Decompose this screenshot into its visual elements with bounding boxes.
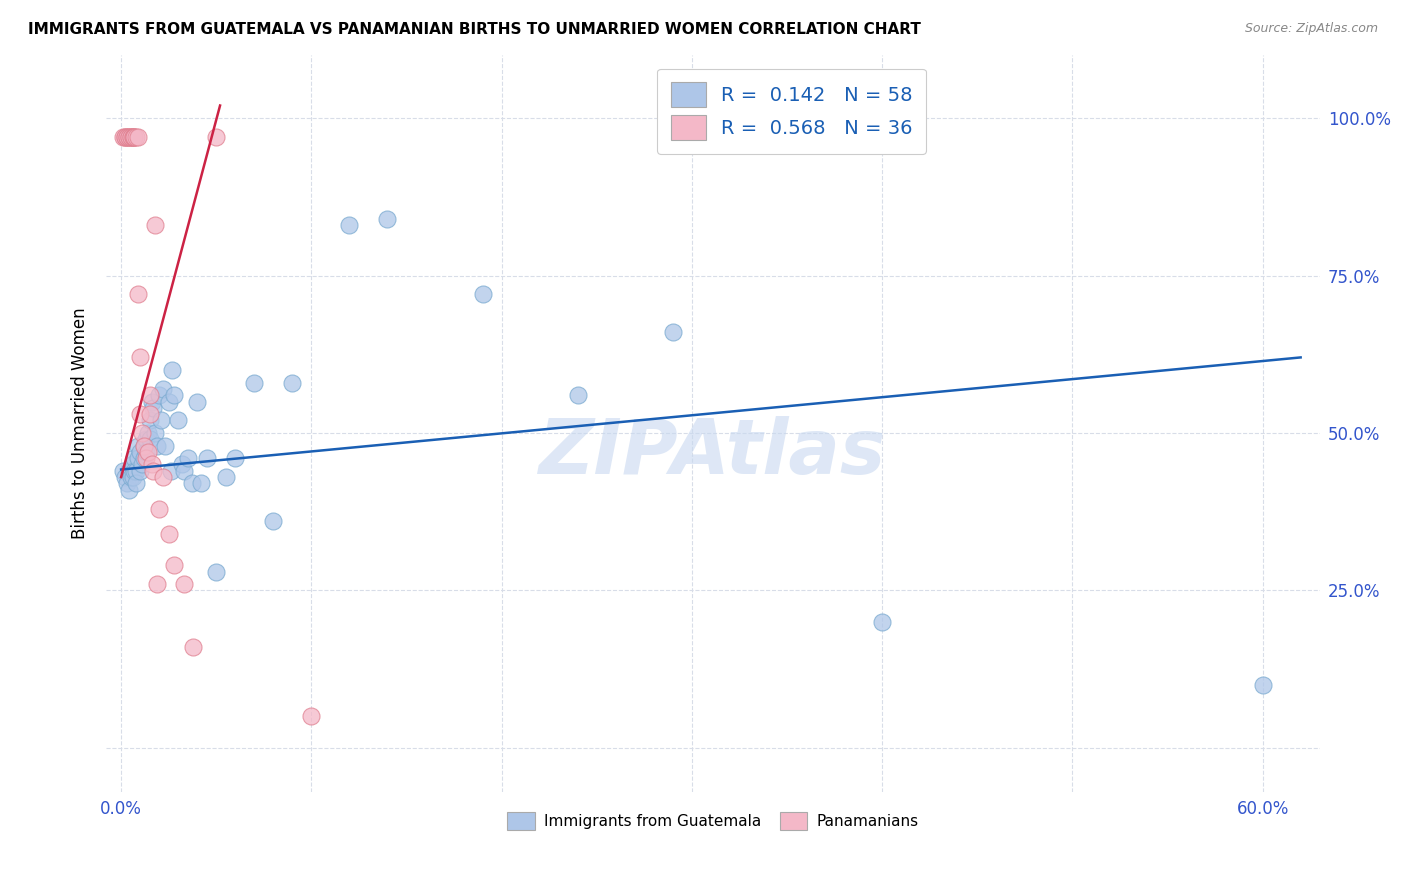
Point — [114, 470, 136, 484]
Point — [148, 501, 170, 516]
Point — [157, 394, 180, 409]
Point — [138, 413, 160, 427]
Point — [138, 432, 160, 446]
Point — [129, 407, 152, 421]
Point — [135, 451, 157, 466]
Point — [243, 376, 266, 390]
Point — [129, 464, 152, 478]
Point — [141, 394, 163, 409]
Point — [125, 130, 148, 145]
Point — [180, 476, 202, 491]
Point — [120, 130, 142, 145]
Point — [138, 407, 160, 421]
Point — [157, 526, 180, 541]
Point — [141, 458, 163, 472]
Y-axis label: Births to Unmarried Women: Births to Unmarried Women — [72, 308, 89, 540]
Point — [148, 388, 170, 402]
Point — [118, 464, 141, 478]
Point — [215, 470, 238, 484]
Point — [125, 476, 148, 491]
Text: ZIPAtlas: ZIPAtlas — [538, 416, 886, 490]
Point — [299, 709, 322, 723]
Point — [173, 464, 195, 478]
Point — [120, 464, 142, 478]
Point — [163, 388, 186, 402]
Point — [114, 130, 136, 145]
Point — [152, 382, 174, 396]
Point — [118, 130, 141, 145]
Point — [112, 464, 135, 478]
Point — [115, 130, 138, 145]
Point — [662, 325, 685, 339]
Point — [118, 483, 141, 497]
Point — [124, 451, 146, 466]
Point — [167, 413, 190, 427]
Point — [186, 394, 208, 409]
Point — [136, 445, 159, 459]
Point — [146, 439, 169, 453]
Point — [127, 439, 149, 453]
Point — [163, 558, 186, 573]
Point — [146, 577, 169, 591]
Point — [159, 464, 181, 478]
Point — [136, 425, 159, 440]
Point — [121, 470, 143, 484]
Point — [150, 413, 173, 427]
Point — [131, 458, 153, 472]
Point — [127, 451, 149, 466]
Point — [205, 565, 228, 579]
Point — [124, 130, 146, 145]
Point — [121, 458, 143, 472]
Point — [162, 363, 184, 377]
Point — [127, 130, 149, 145]
Point — [112, 130, 135, 145]
Point — [153, 439, 176, 453]
Point — [132, 439, 155, 453]
Point — [377, 211, 399, 226]
Point — [125, 464, 148, 478]
Point — [129, 351, 152, 365]
Point — [142, 464, 165, 478]
Point — [471, 287, 494, 301]
Text: Source: ZipAtlas.com: Source: ZipAtlas.com — [1244, 22, 1378, 36]
Point — [118, 130, 141, 145]
Point — [224, 451, 246, 466]
Point — [115, 130, 138, 145]
Point — [129, 445, 152, 459]
Point — [121, 130, 143, 145]
Point — [262, 514, 284, 528]
Point — [183, 640, 205, 654]
Point — [281, 376, 304, 390]
Point — [142, 401, 165, 415]
Point — [120, 470, 142, 484]
Point — [152, 470, 174, 484]
Point — [135, 432, 157, 446]
Point — [170, 458, 193, 472]
Point — [124, 130, 146, 145]
Point — [567, 388, 589, 402]
Point — [205, 130, 228, 145]
Point — [132, 451, 155, 466]
Point — [1251, 678, 1274, 692]
Point — [190, 476, 212, 491]
Point — [114, 130, 136, 145]
Text: IMMIGRANTS FROM GUATEMALA VS PANAMANIAN BIRTHS TO UNMARRIED WOMEN CORRELATION CH: IMMIGRANTS FROM GUATEMALA VS PANAMANIAN … — [28, 22, 921, 37]
Point — [145, 425, 167, 440]
Point — [121, 130, 143, 145]
Point — [135, 445, 157, 459]
Point — [132, 439, 155, 453]
Point — [177, 451, 200, 466]
Point — [145, 218, 167, 232]
Point — [120, 130, 142, 145]
Point — [173, 577, 195, 591]
Point — [127, 287, 149, 301]
Point — [115, 476, 138, 491]
Legend: Immigrants from Guatemala, Panamanians: Immigrants from Guatemala, Panamanians — [501, 806, 924, 836]
Point — [138, 388, 160, 402]
Point — [339, 218, 361, 232]
Point — [131, 425, 153, 440]
Point — [870, 615, 893, 629]
Point — [195, 451, 218, 466]
Point — [124, 464, 146, 478]
